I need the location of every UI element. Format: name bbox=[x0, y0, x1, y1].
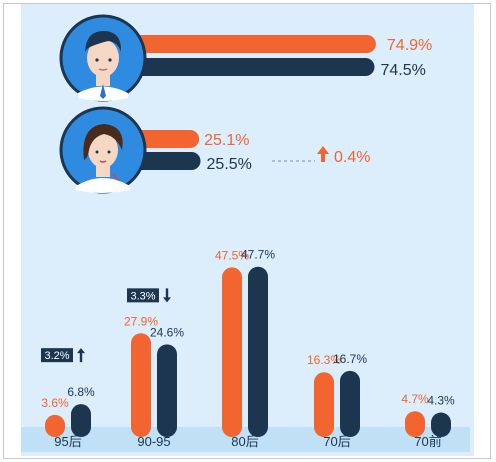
bar-90-95-series-1 bbox=[131, 333, 151, 437]
age-bar-chart: 3.6%6.8% 95后 27.9%24.6% 90-95 47.5%47.7% 80后 1… bbox=[41, 248, 455, 449]
male-row: 74.9% 74.5% bbox=[59, 14, 432, 102]
data-label-95后-series-2: 6.8% bbox=[67, 385, 95, 399]
bar-80后-series-1 bbox=[222, 267, 242, 437]
bar-70后-series-2 bbox=[340, 370, 360, 437]
bar-80后-series-2 bbox=[248, 266, 268, 437]
male-bar-2019 bbox=[110, 35, 376, 53]
change-badge-label-90-95: 3.3% bbox=[130, 290, 155, 302]
change-badge-90-95 bbox=[127, 288, 159, 303]
data-label-70前-series-2: 4.3% bbox=[427, 394, 455, 408]
data-label-70前-series-1: 4.7% bbox=[401, 392, 429, 406]
bar-70前-series-2 bbox=[431, 412, 451, 437]
bar-70后-series-1 bbox=[314, 372, 334, 437]
bar-95后-series-2 bbox=[71, 404, 91, 437]
change-badge-label-95后: 3.2% bbox=[44, 350, 69, 362]
x-tick-90-95: 90-95 bbox=[137, 434, 170, 449]
x-axis-band bbox=[21, 427, 470, 452]
male-bar-2020 bbox=[110, 58, 375, 76]
x-tick-80后: 80后 bbox=[231, 434, 258, 449]
bar-90-95-series-2 bbox=[157, 344, 177, 437]
male-value-2019: 74.9% bbox=[387, 37, 432, 54]
gender-change-value: 0.4% bbox=[334, 149, 370, 166]
data-label-90-95-series-1: 27.9% bbox=[124, 314, 158, 328]
data-label-80后-series-2: 47.7% bbox=[241, 248, 275, 262]
bar-95后-series-1 bbox=[45, 414, 65, 437]
x-tick-95后: 95后 bbox=[54, 434, 81, 449]
bar-70前-series-1 bbox=[405, 411, 425, 437]
female-value-2020: 25.5% bbox=[207, 156, 252, 173]
data-label-95后-series-1: 3.6% bbox=[41, 396, 69, 410]
data-label-70后-series-1: 16.3% bbox=[307, 353, 341, 367]
female-avatar-icon bbox=[59, 106, 147, 194]
data-label-70后-series-2: 16.7% bbox=[333, 352, 367, 366]
male-value-2020: 74.5% bbox=[380, 62, 425, 79]
change-badge-95后 bbox=[41, 348, 73, 363]
x-tick-70前: 70前 bbox=[414, 434, 441, 449]
x-tick-70后: 70后 bbox=[323, 434, 350, 449]
female-row: 25.1% 25.5% 0.4% bbox=[59, 106, 370, 194]
arrow-up-icon bbox=[77, 348, 85, 363]
arrow-down-icon bbox=[163, 288, 171, 303]
male-avatar-icon bbox=[59, 14, 147, 102]
data-label-80后-series-1: 47.5% bbox=[215, 248, 249, 262]
arrow-up-icon bbox=[317, 146, 329, 162]
data-label-90-95-series-2: 24.6% bbox=[150, 325, 184, 339]
female-value-2019: 25.1% bbox=[204, 132, 249, 149]
